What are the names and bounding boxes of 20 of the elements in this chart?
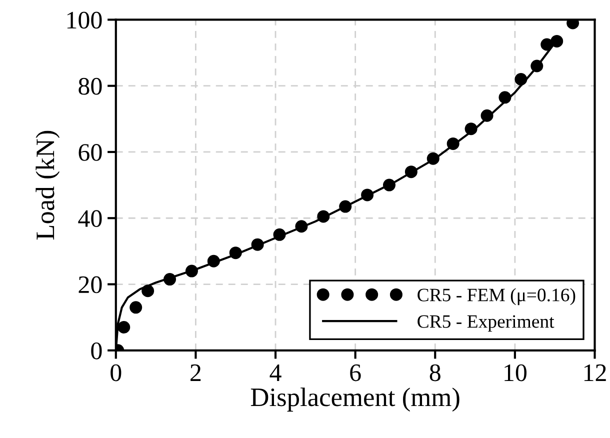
x-tick-label: 6: [350, 364, 361, 382]
y-tick-label: 20: [78, 276, 102, 294]
y-tick-label: 80: [78, 78, 102, 95]
y-tick-label: 100: [67, 12, 102, 29]
y-tick-label: 60: [78, 144, 102, 161]
point: [550, 34, 564, 48]
x-tick-label: 2: [190, 364, 201, 381]
x-tick-label: 8: [430, 364, 440, 382]
point: [118, 321, 130, 334]
y-tick-label: 40: [78, 210, 102, 228]
x-tick-label: 12: [584, 364, 606, 381]
legend-label: CR5 - FEM (μ=0.16): [418, 288, 576, 306]
x-tick-label: 4: [270, 364, 282, 381]
y-axis-title: Load (kN): [36, 130, 60, 240]
x-axis-title: Displacement (mm): [250, 388, 460, 412]
legend-label: CR5 - Experiment: [418, 315, 554, 332]
x-tick-label: 10: [504, 364, 526, 382]
point: [130, 301, 142, 314]
x-tick-label: 0: [110, 364, 122, 382]
y-tick-label: 0: [91, 342, 102, 360]
